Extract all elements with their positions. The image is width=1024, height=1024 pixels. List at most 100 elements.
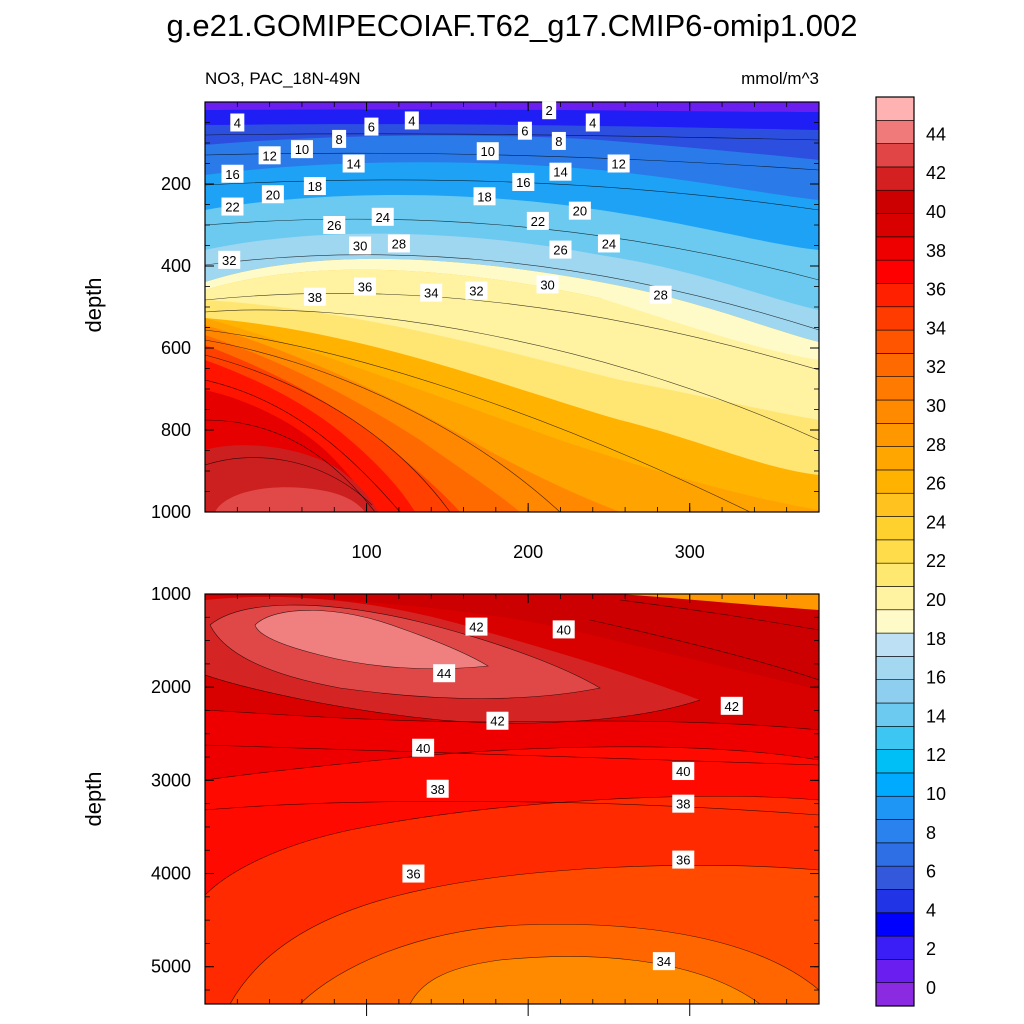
upper-contour-label-box — [649, 285, 672, 304]
upper-contour-label-text: 2 — [546, 103, 553, 118]
upper-contour-label-box — [549, 162, 572, 181]
upper-x-tick-label: 100 — [352, 542, 382, 562]
upper-contour-label-box — [476, 142, 499, 161]
upper-x-tick-label: 200 — [513, 542, 543, 562]
upper-contour-label-text: 4 — [589, 116, 596, 131]
upper-contour-label-text: 16 — [516, 175, 530, 190]
colorbar-tick-label: 28 — [926, 435, 946, 455]
colorbar-swatch — [875, 959, 915, 983]
colorbar-tick-label: 18 — [926, 629, 946, 649]
upper-contour-label-box — [473, 187, 496, 206]
lower-plot-frame — [204, 593, 820, 1005]
upper-contour-label: 18 — [473, 187, 496, 206]
upper-contour-label-text: 14 — [553, 165, 567, 180]
upper-contour-field — [205, 102, 819, 512]
lower-contour-label-text: 40 — [556, 622, 570, 637]
lower-contour-label-box — [426, 779, 449, 798]
colorbar-tick-label: 20 — [926, 590, 946, 610]
colorbar-tick-label: 16 — [926, 668, 946, 688]
upper-x-ticks: 100 200 300 — [236, 102, 788, 562]
lower-contour-label-text: 44 — [437, 666, 451, 681]
upper-contour-label-text: 26 — [553, 243, 567, 258]
upper-contour-label: 12 — [258, 146, 281, 165]
colorbar-swatch — [875, 259, 915, 284]
upper-contour-label-text: 10 — [295, 142, 309, 157]
upper-contour-label: 22 — [526, 211, 549, 230]
upper-contour-label-box — [404, 111, 419, 130]
colorbar-swatch — [875, 120, 915, 144]
upper-contour-label: 26 — [549, 240, 572, 259]
lower-contour-label-text: 36 — [406, 867, 420, 882]
lower-contour-label-box — [672, 762, 695, 781]
lower-contour-label: 38 — [672, 794, 695, 813]
lower-contour-label-text: 42 — [725, 699, 739, 714]
upper-y-ticks: 200 400 600 800 1000 — [151, 101, 819, 522]
upper-contour-label-box — [597, 234, 620, 253]
lower-contour-label-box — [672, 794, 695, 813]
colorbar-swatch — [875, 96, 915, 121]
left-subtitle: NO3, PAC_18N-49N — [205, 69, 361, 88]
upper-x-tick-label: 300 — [675, 542, 705, 562]
upper-contour-label-text: 10 — [481, 144, 495, 159]
lower-y-ticks: 1000 2000 3000 4000 5000 — [151, 584, 819, 1016]
colorbar-swatch — [875, 562, 915, 587]
upper-contour-label: 32 — [465, 281, 488, 300]
upper-y-tick-label: 800 — [161, 420, 191, 440]
upper-contour-label-text: 4 — [408, 113, 415, 128]
upper-contour-label: 8 — [551, 131, 566, 150]
upper-contour-label-text: 22 — [225, 200, 239, 215]
upper-contour-label: 28 — [387, 234, 410, 253]
upper-contour-label-text: 12 — [611, 157, 625, 172]
colorbar-tick-label: 44 — [926, 124, 946, 144]
upper-contour-label-text: 20 — [573, 204, 587, 219]
upper-contour-label-text: 24 — [376, 210, 390, 225]
upper-contour-label-box — [585, 113, 600, 132]
lower-contour-field — [205, 594, 819, 1004]
lower-contour-label-text: 42 — [469, 620, 483, 635]
colorbar-swatch — [875, 166, 915, 191]
lower-y-tick-label: 2000 — [151, 677, 191, 697]
upper-contour-label-box — [568, 201, 591, 220]
upper-contour-label-text: 14 — [346, 157, 360, 172]
upper-contour-label: 30 — [349, 236, 372, 255]
lower-contour-label-text: 42 — [490, 714, 504, 729]
upper-contour-label-box — [607, 154, 630, 173]
upper-contour-label-text: 38 — [308, 290, 322, 305]
lower-contour-label: 36 — [672, 850, 695, 869]
upper-contour-label-text: 28 — [653, 288, 667, 303]
lower-y-tick-label: 5000 — [151, 957, 191, 977]
colorbar-swatch — [875, 586, 915, 611]
lower-contour-label-box — [412, 738, 435, 757]
upper-contour-label-text: 30 — [353, 239, 367, 254]
right-subtitle: mmol/m^3 — [741, 69, 819, 88]
colorbar-swatch — [875, 189, 915, 214]
upper-contour-label-box — [258, 146, 281, 165]
colorbar-swatch — [875, 632, 915, 657]
upper-contour-label: 34 — [420, 283, 443, 302]
upper-contour-label: 30 — [536, 275, 559, 294]
upper-contour-label-text: 32 — [469, 284, 483, 299]
upper-contour-label-text: 6 — [368, 120, 375, 135]
colorbar-tick-label: 24 — [926, 512, 946, 532]
colorbar-swatch — [875, 772, 915, 797]
colorbar-swatch — [875, 423, 915, 447]
colorbar-tick-label: 2 — [926, 939, 936, 959]
upper-contour-labels: 24 4 46 68 810 101212141416161818202022222424… — [218, 101, 672, 306]
lower-contour-label-text: 40 — [416, 741, 430, 756]
lower-contour-label-text: 40 — [676, 764, 690, 779]
colorbar-swatch — [875, 446, 915, 471]
lower-contour-label: 34 — [652, 952, 675, 971]
colorbar-swatch — [875, 935, 915, 960]
colorbar-tick-label: 26 — [926, 474, 946, 494]
lower-contour-label: 40 — [412, 738, 435, 757]
upper-y-tick-label: 400 — [161, 256, 191, 276]
upper-contour-label: 12 — [607, 154, 630, 173]
lower-contour-label: 38 — [426, 779, 449, 798]
upper-contour-label: 2 — [542, 101, 557, 120]
upper-contour-label: 36 — [353, 277, 376, 296]
upper-contour-label-text: 18 — [308, 179, 322, 194]
lower-contour-label-box — [486, 711, 509, 730]
colorbar-tick-label: 10 — [926, 784, 946, 804]
upper-contour-label-box — [218, 250, 241, 269]
colorbar-tick-label: 14 — [926, 706, 946, 726]
